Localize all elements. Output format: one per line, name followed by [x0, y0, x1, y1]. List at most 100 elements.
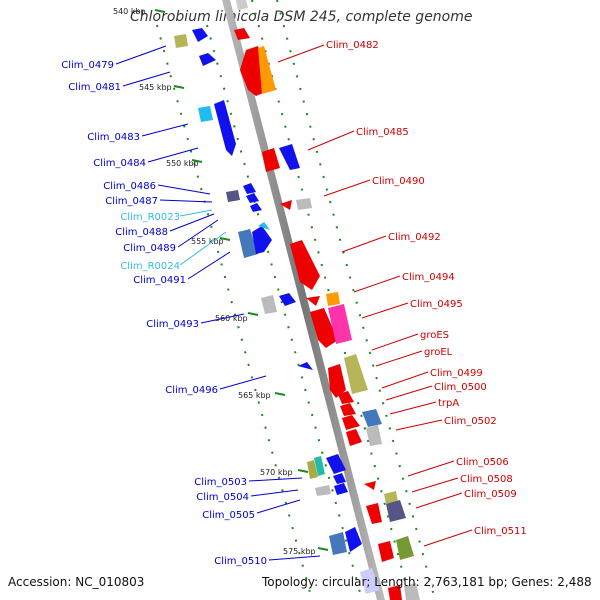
gene-label: Clim_0483 [87, 132, 140, 143]
gene-arrow [366, 425, 382, 446]
gene-arrow [314, 456, 325, 476]
gene-label: Clim_0482 [326, 40, 379, 51]
gene-arrow [198, 106, 213, 122]
leader-lines-right [277, 44, 473, 547]
gene-arrow [329, 532, 347, 555]
gene-arrow [296, 198, 312, 210]
gene-label: Clim_0479 [61, 60, 114, 71]
gene-arrow [366, 503, 382, 524]
gene-label: Clim_R0024 [120, 261, 180, 272]
gene-arrow [333, 473, 346, 484]
gene-arrow [298, 362, 313, 370]
kbp-label: 570 kbp [260, 468, 293, 477]
gene-label: trpA [438, 398, 459, 409]
gene-arrow [345, 527, 362, 552]
gene-arrow [226, 190, 240, 202]
gene-arrow [360, 568, 380, 594]
gene-arrow [328, 304, 352, 344]
gene-arrow [346, 429, 362, 446]
gene-arrow [262, 148, 280, 172]
gene-label: Clim_0504 [196, 492, 249, 503]
gene-label: groEL [424, 347, 453, 358]
gene-label: Clim_0496 [165, 385, 218, 396]
kbp-label: 565 kbp [238, 391, 271, 400]
gene-label: Clim_0494 [402, 272, 455, 283]
gene-label: Clim_0499 [430, 368, 483, 379]
gene-arrow [279, 293, 296, 306]
gene-label: Clim_0489 [123, 243, 176, 254]
gene-label: Clim_0487 [105, 196, 158, 207]
gene-arrow [243, 183, 256, 194]
gene-label: Clim_0509 [464, 489, 517, 500]
gene-label: Clim_0485 [356, 127, 409, 138]
left-gene-labels: Clim_0479 Clim_0481 Clim_0483 Clim_0484 … [61, 60, 267, 567]
gene-arrow [315, 485, 331, 496]
gene-arrow [252, 226, 272, 254]
gene-arrow [404, 583, 420, 600]
gene-label: Clim_0491 [133, 275, 186, 286]
gene-label: Clim_0490 [372, 176, 425, 187]
gene-arrow [306, 296, 320, 306]
gene-label: Clim_0481 [68, 82, 121, 93]
gene-arrow [328, 364, 346, 398]
kbp-label: 555 kbp [191, 237, 224, 246]
gene-arrow [280, 200, 292, 210]
kbp-labels: 540 kbp 545 kbp 550 kbp 555 kbp 560 kbp … [113, 7, 316, 556]
gene-arrow [236, 0, 248, 10]
gene-arrow [250, 203, 262, 212]
gene-label: Clim_0510 [214, 556, 267, 567]
gene-label: Clim_0508 [460, 474, 513, 485]
gene-arrow [378, 541, 394, 562]
kbp-ticks [154, 9, 329, 551]
genes-right [234, 0, 420, 600]
gene-label: Clim_0495 [410, 299, 463, 310]
gene-label: Clim_0486 [103, 181, 156, 192]
gene-arrow [174, 34, 188, 48]
gene-label: Clim_0493 [146, 319, 199, 330]
right-gene-labels: Clim_0482 Clim_0485 Clim_0490 Clim_0492 … [326, 40, 527, 537]
gene-label: groES [420, 330, 449, 341]
kbp-label: 550 kbp [166, 159, 199, 168]
gene-arrow [261, 295, 277, 314]
gene-arrow [234, 28, 250, 40]
gene-arrow [386, 500, 406, 522]
kbp-label: 540 kbp [113, 7, 146, 16]
gene-arrow [362, 409, 382, 427]
gene-label: Clim_0488 [115, 227, 168, 238]
gene-label: Clim_R0023 [120, 212, 180, 223]
leader-lines-left [115, 45, 321, 561]
gene-arrow [396, 536, 414, 560]
gene-label: Clim_0500 [434, 382, 487, 393]
gene-arrow [340, 403, 356, 416]
gene-arrow [258, 222, 270, 230]
gene-label: Clim_0511 [474, 526, 527, 537]
gene-label: Clim_0505 [202, 510, 255, 521]
gene-arrow [338, 391, 354, 404]
accession-text: Accession: NC_010803 [8, 575, 145, 589]
gene-label: Clim_0506 [456, 457, 509, 468]
gene-arrow [214, 100, 236, 156]
gene-label: Clim_0484 [93, 158, 146, 169]
gene-label: Clim_0502 [444, 416, 497, 427]
gene-arrow [199, 53, 216, 66]
gene-label: Clim_0503 [194, 477, 247, 488]
gene-arrow [326, 454, 346, 474]
gene-arrow [279, 144, 300, 170]
gene-arrow [388, 585, 402, 600]
gene-arrow [342, 415, 360, 430]
gene-arrow [344, 354, 368, 394]
gene-arrow [326, 292, 340, 306]
gene-arrow [384, 491, 398, 504]
gene-arrow [334, 483, 348, 495]
kbp-label: 575 kbp [283, 547, 316, 556]
gene-arrow [246, 193, 259, 203]
genes-left [174, 28, 362, 555]
gene-label: Clim_0492 [388, 232, 441, 243]
gene-arrow [258, 46, 276, 94]
gene-arrow [238, 229, 258, 258]
genome-backbone [222, 0, 385, 600]
gene-arrow [310, 308, 338, 348]
genome-title: Chlorobium limicola DSM 245, complete ge… [130, 9, 473, 25]
kbp-label: 545 kbp [139, 83, 172, 92]
